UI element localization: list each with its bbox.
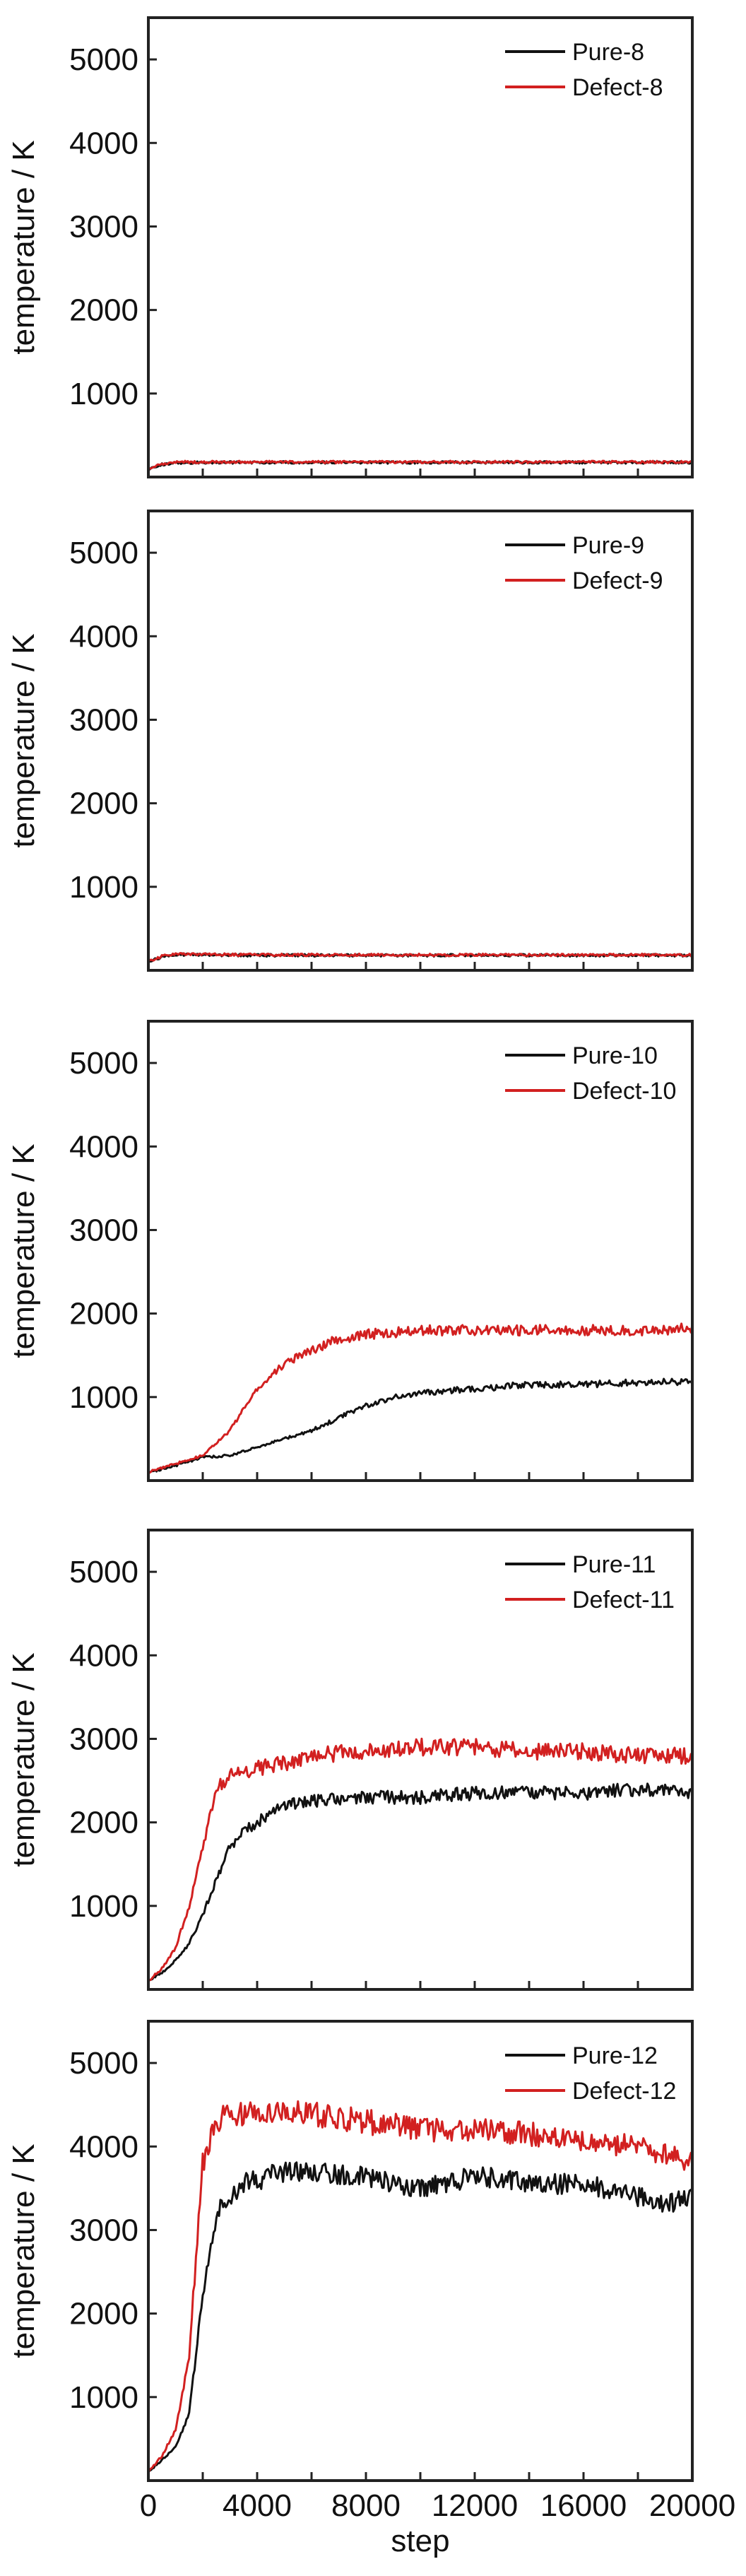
series-line-pure-10 bbox=[148, 1377, 694, 1474]
legend-label: Defect-9 bbox=[572, 567, 663, 594]
x-axis-title: step bbox=[391, 2524, 449, 2558]
legend-label: Defect-11 bbox=[572, 1587, 675, 1613]
y-tick-label: 4000 bbox=[69, 2129, 138, 2164]
y-tick-label: 4000 bbox=[69, 1129, 138, 1164]
y-axis-title: temperature / K bbox=[6, 1143, 41, 1358]
y-tick-label: 3000 bbox=[69, 1213, 138, 1247]
y-tick-label: 5000 bbox=[69, 2046, 138, 2081]
legend-label: Pure-8 bbox=[572, 39, 644, 66]
y-tick-label: 3000 bbox=[69, 702, 138, 737]
y-tick-label: 1000 bbox=[69, 2380, 138, 2415]
panel-3: 1000 2000 3000 4000 5000 temperature / K Pure-… bbox=[6, 1020, 694, 1482]
panel-4: 1000 2000 3000 4000 5000 temperature / K Pure-… bbox=[6, 1529, 694, 1991]
legend-label: Pure-11 bbox=[572, 1551, 656, 1578]
legend-label: Pure-12 bbox=[572, 2042, 658, 2069]
y-tick-label: 2000 bbox=[69, 787, 138, 821]
series-line-pure-12 bbox=[147, 2161, 694, 2474]
panel-1: 1000 2000 3000 4000 5000 temperature / K Pure-… bbox=[6, 16, 694, 478]
y-axis-title: temperature / K bbox=[6, 1652, 41, 1866]
y-tick-label: 1000 bbox=[69, 870, 138, 905]
series-line-defect-9 bbox=[147, 952, 693, 963]
y-axis-title: temperature / K bbox=[6, 633, 41, 847]
y-tick-label: 3000 bbox=[69, 2213, 138, 2247]
y-tick-label: 1000 bbox=[69, 377, 138, 411]
y-tick-label: 2000 bbox=[69, 1806, 138, 1840]
legend-label: Pure-9 bbox=[572, 532, 644, 559]
y-tick-label: 2000 bbox=[69, 2297, 138, 2331]
y-tick-label: 1000 bbox=[69, 1380, 138, 1415]
x-tick-label: 12000 bbox=[432, 2488, 518, 2523]
y-axis-title: temperature / K bbox=[6, 2143, 41, 2358]
y-tick-label: 5000 bbox=[69, 1046, 138, 1081]
legend-label: Defect-10 bbox=[572, 1078, 676, 1105]
x-tick-label: 8000 bbox=[331, 2488, 401, 2523]
series-line-defect-10 bbox=[148, 1322, 694, 1474]
legend-label: Defect-8 bbox=[572, 74, 663, 101]
y-tick-label: 4000 bbox=[69, 126, 138, 160]
y-tick-label: 3000 bbox=[69, 1722, 138, 1756]
y-axis-title: temperature / K bbox=[6, 140, 41, 354]
y-tick-label: 5000 bbox=[69, 1555, 138, 1589]
y-tick-label: 3000 bbox=[69, 209, 138, 244]
panel-5: 1000 2000 3000 4000 5000 temperature / K Pure-… bbox=[6, 2020, 735, 2558]
x-tick-label: 20000 bbox=[649, 2488, 735, 2523]
series-line-defect-8 bbox=[147, 459, 693, 471]
series-line-defect-12 bbox=[147, 2100, 694, 2474]
y-tick-label: 4000 bbox=[69, 619, 138, 654]
legend-label: Defect-12 bbox=[572, 2078, 676, 2105]
y-tick-label: 5000 bbox=[69, 536, 138, 570]
y-tick-label: 5000 bbox=[69, 42, 138, 77]
x-tick-label: 4000 bbox=[223, 2488, 292, 2523]
series-line-defect-11 bbox=[147, 1737, 694, 1982]
y-tick-label: 2000 bbox=[69, 1297, 138, 1331]
series-line-pure-11 bbox=[147, 1782, 694, 1982]
y-tick-label: 1000 bbox=[69, 1889, 138, 1924]
x-tick-label: 16000 bbox=[540, 2488, 627, 2523]
y-tick-label: 2000 bbox=[69, 293, 138, 328]
panel-2: 1000 2000 3000 4000 5000 temperature / K Pure-… bbox=[6, 510, 694, 972]
x-tick-label: 0 bbox=[140, 2488, 157, 2523]
legend-label: Pure-10 bbox=[572, 1042, 658, 1069]
y-tick-label: 4000 bbox=[69, 1638, 138, 1673]
